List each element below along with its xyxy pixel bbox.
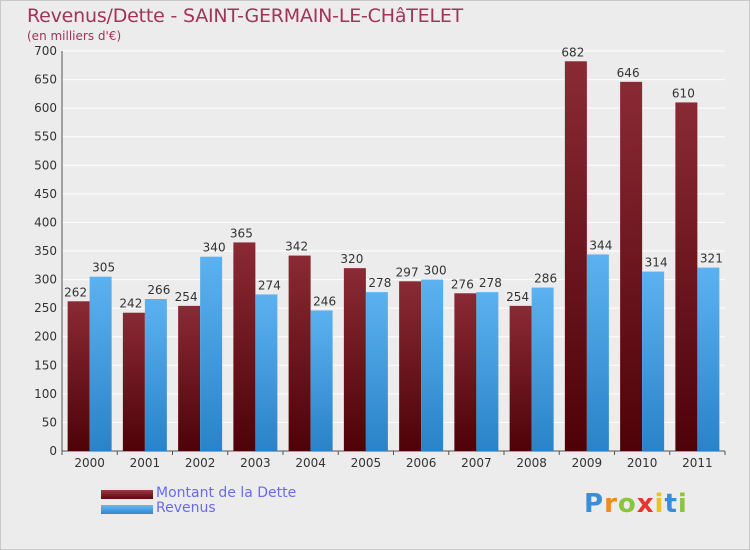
data-label-debt: 682: [561, 45, 584, 59]
y-tick-label: 500: [34, 158, 57, 172]
data-label-revenue: 314: [645, 256, 668, 270]
logo-letter: o: [617, 489, 637, 519]
data-label-revenue: 274: [258, 278, 281, 292]
bar-debt: [288, 255, 311, 451]
x-tick-label: 2010: [627, 456, 658, 470]
data-label-debt: 254: [506, 290, 529, 304]
chart-title: Revenus/Dette - SAINT-GERMAIN-LE-CHâTELE…: [27, 5, 464, 27]
bar-revenue: [531, 287, 554, 451]
data-label-debt: 646: [617, 66, 640, 80]
legend-swatch-revenue: [101, 505, 153, 514]
bar-revenue: [476, 292, 499, 451]
bar-debt: [564, 61, 587, 452]
y-tick-label: 700: [34, 44, 57, 58]
bar-debt: [399, 281, 422, 451]
bar-revenue: [697, 267, 720, 451]
data-label-debt: 276: [451, 277, 474, 291]
x-tick-label: 2005: [351, 456, 382, 470]
bar-debt: [509, 305, 532, 451]
x-tick-label: 2002: [185, 456, 216, 470]
x-tick-label: 2004: [295, 456, 326, 470]
bar-debt: [67, 301, 90, 451]
y-tick-label: 550: [34, 130, 57, 144]
legend-swatch-debt: [101, 490, 153, 499]
bar-debt: [675, 102, 698, 451]
legend-label-revenue: Revenus: [156, 500, 216, 516]
logo-letter: i: [654, 489, 665, 519]
bar-debt: [122, 312, 145, 451]
y-tick-label: 350: [34, 244, 57, 258]
bar-revenue: [89, 276, 112, 451]
data-label-debt: 342: [285, 240, 308, 254]
x-tick-label: 2001: [130, 456, 161, 470]
data-label-debt: 297: [396, 265, 419, 279]
x-tick-label: 2007: [461, 456, 492, 470]
y-tick-label: 650: [34, 73, 57, 87]
bar-revenue: [310, 310, 333, 451]
logo-letter: r: [604, 489, 618, 519]
data-label-debt: 320: [340, 252, 363, 266]
bar-debt: [233, 242, 256, 451]
logo-letter: x: [636, 489, 655, 519]
y-tick-label: 50: [42, 415, 57, 429]
bar-debt: [343, 268, 366, 451]
bar-debt: [620, 81, 643, 451]
y-tick-label: 300: [34, 273, 57, 287]
logo-letter: P: [584, 489, 605, 519]
proxiti-logo: Proxiti: [584, 489, 688, 519]
bar-revenue: [365, 292, 388, 451]
y-tick-label: 400: [34, 215, 57, 229]
y-tick-label: 0: [49, 444, 57, 458]
data-label-debt: 242: [119, 297, 142, 311]
data-label-debt: 262: [64, 285, 87, 299]
data-label-debt: 254: [175, 290, 198, 304]
chart-subtitle: (en milliers d'€): [27, 29, 122, 43]
x-tick-label: 2006: [406, 456, 437, 470]
data-label-debt: 365: [230, 226, 253, 240]
data-label-revenue: 321: [700, 252, 723, 266]
x-tick-label: 2009: [572, 456, 603, 470]
bar-revenue: [144, 299, 167, 451]
data-label-revenue: 340: [203, 241, 226, 255]
bar-revenue: [200, 256, 223, 451]
bar-revenue: [642, 271, 665, 451]
data-label-revenue: 305: [92, 261, 115, 275]
bar-revenue: [255, 294, 278, 451]
y-tick-label: 100: [34, 387, 57, 401]
data-label-revenue: 278: [368, 276, 391, 290]
bar-debt: [178, 305, 201, 451]
data-label-revenue: 266: [147, 283, 170, 297]
data-label-revenue: 278: [479, 276, 502, 290]
x-tick-label: 2003: [240, 456, 271, 470]
data-label-revenue: 344: [589, 238, 612, 252]
data-label-revenue: 286: [534, 272, 557, 286]
y-tick-label: 200: [34, 330, 57, 344]
y-tick-label: 150: [34, 358, 57, 372]
data-label-revenue: 300: [424, 264, 447, 278]
x-tick-label: 2008: [516, 456, 547, 470]
y-tick-label: 250: [34, 301, 57, 315]
y-tick-label: 450: [34, 187, 57, 201]
data-label-revenue: 246: [313, 294, 336, 308]
bar-debt: [454, 293, 477, 451]
logo-letter: t: [664, 489, 678, 519]
legend-label-debt: Montant de la Dette: [156, 485, 297, 501]
data-label-debt: 610: [672, 86, 695, 100]
logo-letter: i: [677, 489, 688, 519]
x-tick-label: 2000: [74, 456, 105, 470]
y-tick-label: 600: [34, 101, 57, 115]
x-tick-label: 2011: [682, 456, 713, 470]
bar-revenue: [586, 254, 609, 451]
bar-revenue: [421, 279, 444, 451]
